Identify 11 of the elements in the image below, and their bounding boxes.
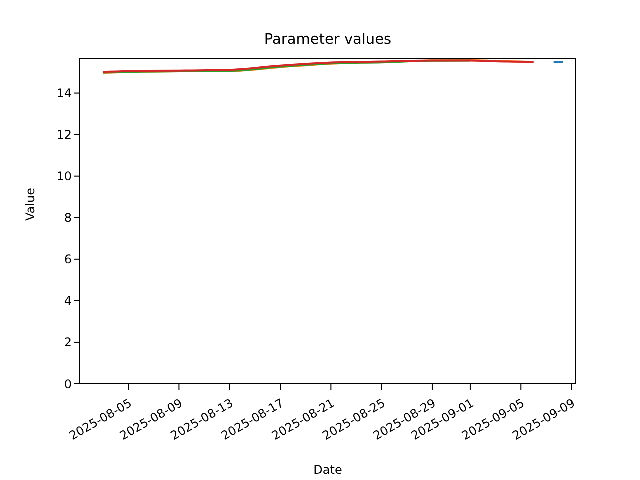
y-tick-label: 0	[64, 377, 72, 392]
y-tick-label: 4	[64, 294, 72, 308]
y-tick-label: 8	[64, 211, 72, 226]
y-tick-label: 6	[64, 252, 72, 267]
x-axis-title: Date	[314, 463, 342, 477]
y-tick-label: 2	[64, 336, 72, 350]
y-tick-label: 14	[56, 86, 72, 101]
chart-title: Parameter values	[263, 32, 393, 48]
y-tick-label: 12	[56, 128, 72, 142]
y-tick-label: 10	[56, 170, 72, 184]
y-axis-title: Value	[23, 188, 38, 221]
